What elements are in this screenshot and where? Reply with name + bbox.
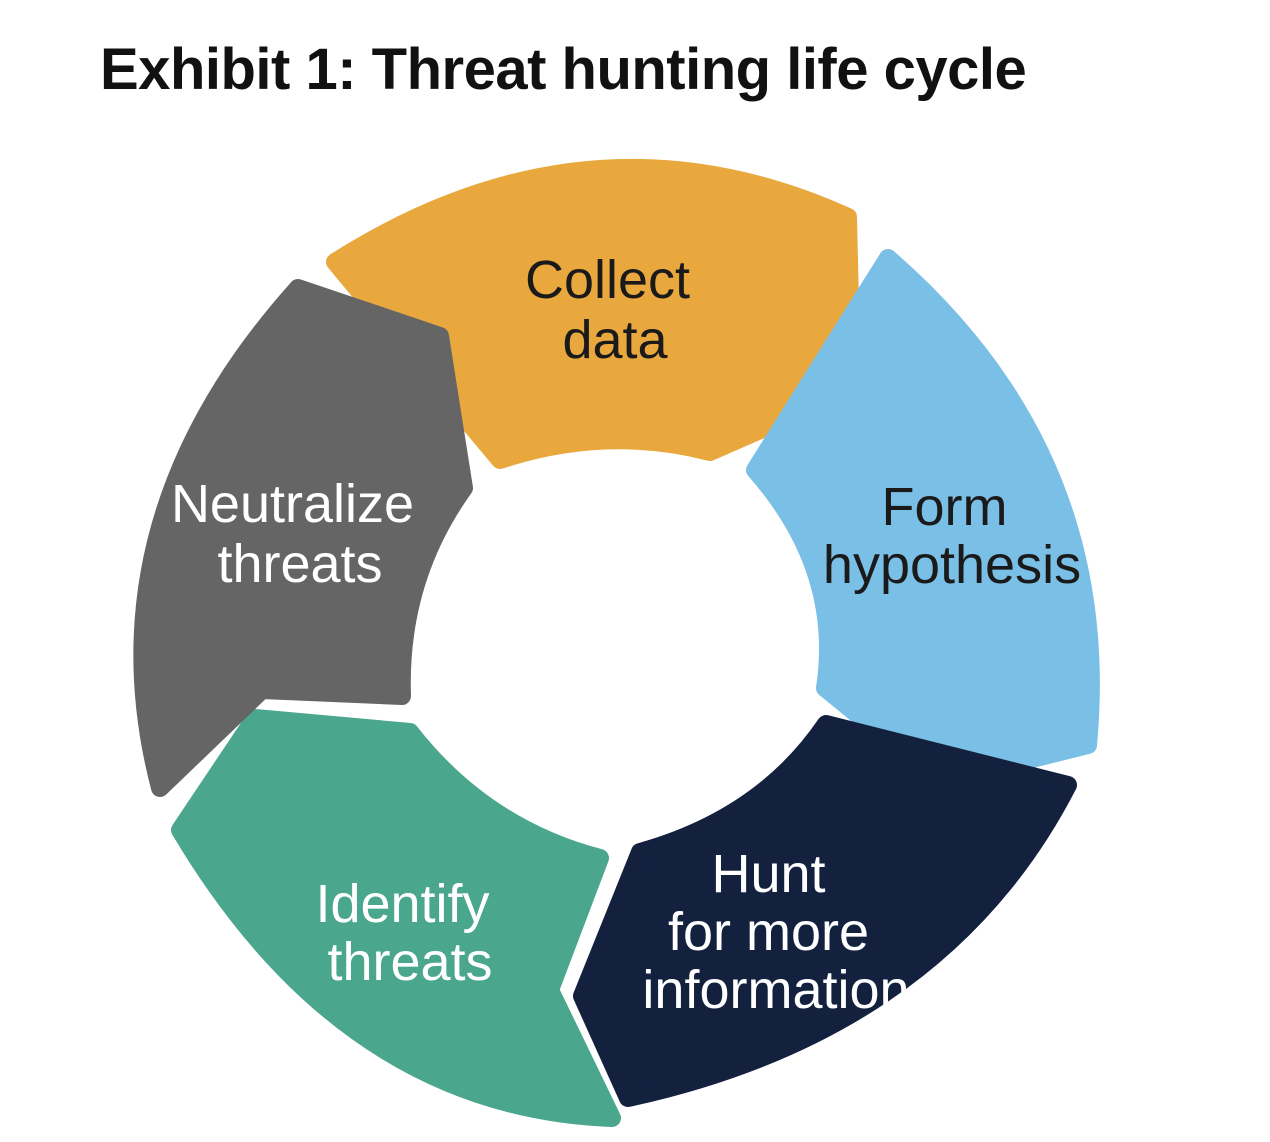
segment-hunt-for-more-information-label: Hunt for more information xyxy=(642,844,909,1020)
segment-neutralize-threats-label-line: threats xyxy=(217,534,382,594)
segment-form-hypothesis: Form hypothesis xyxy=(746,249,1100,791)
segment-identify-threats-label: Identify threats xyxy=(315,874,504,992)
segment-identify-threats-label-line: threats xyxy=(327,932,492,992)
segment-form-hypothesis-label: Form hypothesis xyxy=(823,477,1081,595)
segment-neutralize-threats-label-line: Neutralize xyxy=(171,474,414,534)
segment-collect-data-label: Collect data xyxy=(525,250,705,370)
segment-neutralize-threats-shape xyxy=(133,279,473,797)
segment-neutralize-threats: Neutralize threats xyxy=(133,279,473,797)
segment-neutralize-threats-label: Neutralize threats xyxy=(171,474,429,594)
segment-form-hypothesis-label-line: hypothesis xyxy=(823,535,1081,595)
segment-identify-threats-shape xyxy=(171,709,621,1127)
segment-hunt-for-more-information-shape xyxy=(573,715,1077,1107)
segment-collect-data-label-line: Collect xyxy=(525,250,690,310)
segment-identify-threats: Identify threats xyxy=(171,709,621,1127)
segment-hunt-for-more-information: Hunt for more information xyxy=(573,715,1077,1107)
segment-collect-data: Collect data xyxy=(326,158,861,469)
segment-hunt-for-more-information-label-line: for more xyxy=(668,902,869,962)
segment-hunt-for-more-information-label-line: information xyxy=(642,960,909,1020)
segment-form-hypothesis-label-line: Form xyxy=(882,477,1008,537)
segment-collect-data-label-line: data xyxy=(562,310,668,370)
segment-form-hypothesis-shape xyxy=(746,249,1100,791)
segment-hunt-for-more-information-label-line: Hunt xyxy=(711,844,825,904)
diagram-title: Exhibit 1: Threat hunting life cycle xyxy=(100,37,1027,102)
segment-collect-data-shape xyxy=(326,158,861,469)
segment-identify-threats-label-line: Identify xyxy=(315,874,489,934)
